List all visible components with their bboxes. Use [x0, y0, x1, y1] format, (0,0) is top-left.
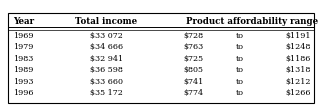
Text: $805: $805 — [183, 66, 203, 73]
Text: 1996: 1996 — [13, 88, 33, 96]
Text: 1983: 1983 — [13, 54, 33, 62]
Text: $36 598: $36 598 — [90, 66, 123, 73]
Text: Product affordability range: Product affordability range — [186, 16, 318, 25]
Text: $32 941: $32 941 — [90, 54, 123, 62]
Text: $35 172: $35 172 — [90, 88, 123, 96]
Text: $725: $725 — [183, 54, 203, 62]
Text: $33 072: $33 072 — [90, 31, 123, 39]
Text: $1248: $1248 — [285, 43, 311, 51]
Text: $33 660: $33 660 — [90, 77, 123, 85]
Text: $1318: $1318 — [285, 66, 311, 73]
Text: Total income: Total income — [75, 16, 137, 25]
Text: $741: $741 — [183, 77, 203, 85]
Text: to: to — [236, 66, 244, 73]
Text: $763: $763 — [183, 43, 203, 51]
Text: 1993: 1993 — [13, 77, 33, 85]
Text: $1191: $1191 — [285, 31, 311, 39]
Text: to: to — [236, 31, 244, 39]
Text: 1969: 1969 — [13, 31, 33, 39]
Text: 1979: 1979 — [13, 43, 33, 51]
Text: $774: $774 — [183, 88, 203, 96]
Text: to: to — [236, 43, 244, 51]
Text: to: to — [236, 77, 244, 85]
Text: Year: Year — [13, 16, 34, 25]
Text: $728: $728 — [183, 31, 203, 39]
Text: $1266: $1266 — [285, 88, 311, 96]
Bar — [8, 13, 314, 103]
Text: $34 666: $34 666 — [90, 43, 123, 51]
Text: $1212: $1212 — [285, 77, 311, 85]
Text: to: to — [236, 54, 244, 62]
Text: $1186: $1186 — [285, 54, 311, 62]
Text: to: to — [236, 88, 244, 96]
Text: 1989: 1989 — [13, 66, 33, 73]
